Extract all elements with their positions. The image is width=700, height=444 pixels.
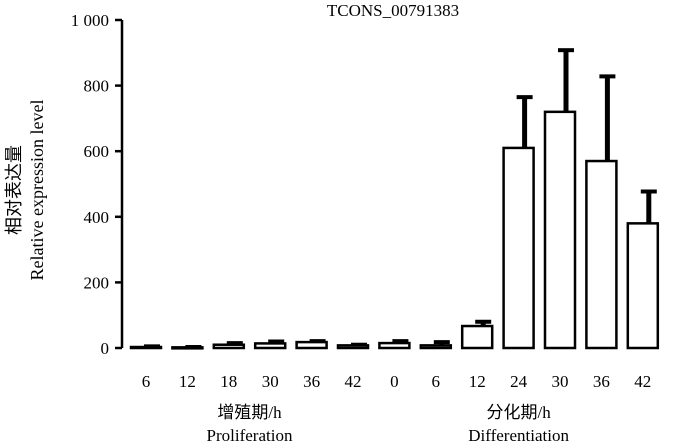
chart-title: TCONS_00791383 (327, 1, 459, 20)
bar (129, 345, 163, 350)
x-tick-label: 18 (220, 372, 237, 391)
x-tick-label: 30 (552, 372, 569, 391)
bar (336, 344, 370, 350)
bar (502, 146, 535, 350)
x-tick-label: 6 (142, 372, 151, 391)
x-tick-label: 24 (510, 372, 528, 391)
x-tick-label: 42 (634, 372, 651, 391)
x-tick-label: 42 (345, 372, 362, 391)
y-axis-ticks: 0 200 400 600 800 1 000 (71, 11, 122, 358)
x-tick-label: 36 (303, 372, 320, 391)
bar (585, 159, 618, 350)
y-tick-label: 400 (84, 208, 110, 227)
x-axis-group-labels: 增殖期/h Proliferation 分化期/h Differentiation (207, 403, 570, 444)
x-tick-label: 0 (390, 372, 399, 391)
bar (253, 342, 287, 350)
x-tick-label: 36 (593, 372, 610, 391)
y-axis-label-chinese: 相对表达量 (4, 145, 24, 235)
y-tick-label: 1 000 (71, 11, 109, 30)
x-tick-label: 12 (469, 372, 486, 391)
y-tick-label: 0 (101, 339, 110, 358)
bar (419, 344, 453, 350)
y-tick-label: 800 (84, 77, 110, 96)
bar (295, 340, 328, 350)
y-axis-label-english: Relative expression level (27, 100, 47, 281)
x-axis-tick-labels: 6 12 18 30 36 42 0 6 12 24 30 36 42 (142, 372, 652, 391)
group-label-english: Proliferation (207, 426, 293, 444)
bar (460, 324, 494, 350)
x-tick-label: 12 (179, 372, 196, 391)
bar (626, 222, 660, 350)
bar (171, 346, 204, 350)
bar-series (129, 48, 660, 350)
bar (212, 343, 246, 350)
y-tick-label: 200 (84, 273, 110, 292)
y-tick-label: 600 (84, 142, 110, 161)
bar (378, 341, 411, 350)
x-tick-label: 6 (432, 372, 441, 391)
group-label-chinese: 分化期/h (486, 403, 551, 422)
group-label-english: Differentiation (468, 426, 569, 444)
bar (543, 110, 577, 350)
x-tick-label: 30 (262, 372, 279, 391)
group-label-chinese: 增殖期/h (217, 403, 282, 422)
